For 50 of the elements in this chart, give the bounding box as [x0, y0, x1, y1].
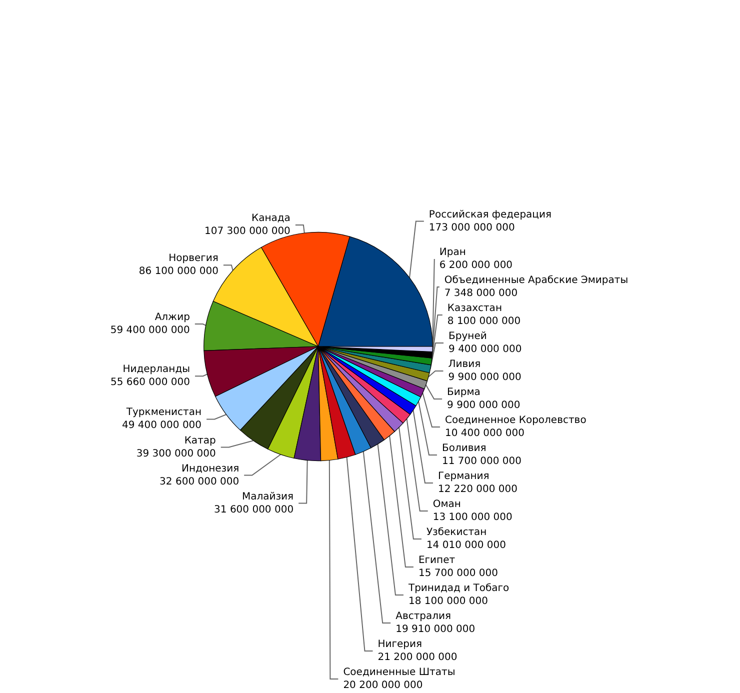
slice-label: Иран — [439, 247, 466, 258]
data-label: 11 700 000 000 — [442, 456, 522, 467]
data-label: 55 660 000 000 — [110, 377, 190, 388]
slice-label: Узбекистан — [426, 527, 487, 538]
data-label: 86 100 000 000 — [138, 266, 218, 278]
slice-label: Египет — [418, 555, 456, 566]
slice-label: Российская федерация — [428, 209, 552, 220]
slice-label: Нигерия — [378, 639, 422, 650]
slice-label: Австралия — [396, 611, 452, 622]
slice-label: Казахстан — [447, 303, 502, 314]
slice-label: Соединенное Королевство — [444, 415, 586, 426]
slice-label: Оман — [432, 499, 461, 510]
slice-label: Объединенные Арабские Эмираты — [444, 275, 628, 286]
data-label: 39 300 000 000 — [136, 448, 216, 460]
data-label: 7 348 000 000 — [444, 288, 518, 299]
data-label: 20 200 000 000 — [343, 680, 423, 691]
slice-label: Бруней — [448, 331, 487, 342]
data-label: 12 220 000 000 — [438, 484, 518, 495]
slice-label: Соединенные Штаты — [343, 667, 456, 678]
slice-label: Нидерланды — [122, 364, 190, 376]
slice-label: Канада — [251, 213, 290, 224]
slice-label: Малайзия — [242, 491, 294, 502]
data-label: 9 900 000 000 — [447, 400, 520, 411]
data-label: 173 000 000 000 — [428, 222, 515, 234]
data-label: 31 600 000 000 — [214, 504, 294, 516]
data-label: 8 100 000 000 — [447, 316, 521, 327]
data-label: 6 200 000 000 — [439, 260, 513, 271]
slice-label: Бирма — [447, 387, 480, 398]
slice-label: Катар — [184, 435, 216, 446]
slice-label: Ливия — [448, 359, 481, 370]
data-label: 13 100 000 000 — [432, 512, 512, 523]
data-label: 21 200 000 000 — [378, 652, 458, 663]
data-label: 49 400 000 000 — [122, 420, 202, 432]
slice-label: Тринидад и Тобаго — [407, 583, 510, 594]
slice-label: Туркменистан — [125, 407, 202, 418]
data-label: 32 600 000 000 — [160, 476, 240, 488]
data-label: 15 700 000 000 — [418, 568, 498, 579]
slice-label: Германия — [438, 471, 490, 482]
slice-label: Норвегия — [168, 253, 218, 264]
data-label: 18 100 000 000 — [408, 596, 488, 607]
data-label: 59 400 000 000 — [110, 325, 190, 336]
slice-label: Алжир — [154, 312, 190, 324]
data-label: 10 400 000 000 — [444, 428, 525, 439]
data-label: 19 910 000 000 — [396, 624, 476, 635]
data-label: 9 900 000 000 — [448, 372, 522, 383]
slice-label: Индонезия — [182, 463, 240, 474]
data-label: 107 300 000 000 — [204, 226, 290, 238]
slice-label: Боливия — [442, 443, 486, 454]
data-label: 9 400 000 000 — [448, 344, 522, 355]
data-label: 14 010 000 000 — [426, 540, 506, 551]
